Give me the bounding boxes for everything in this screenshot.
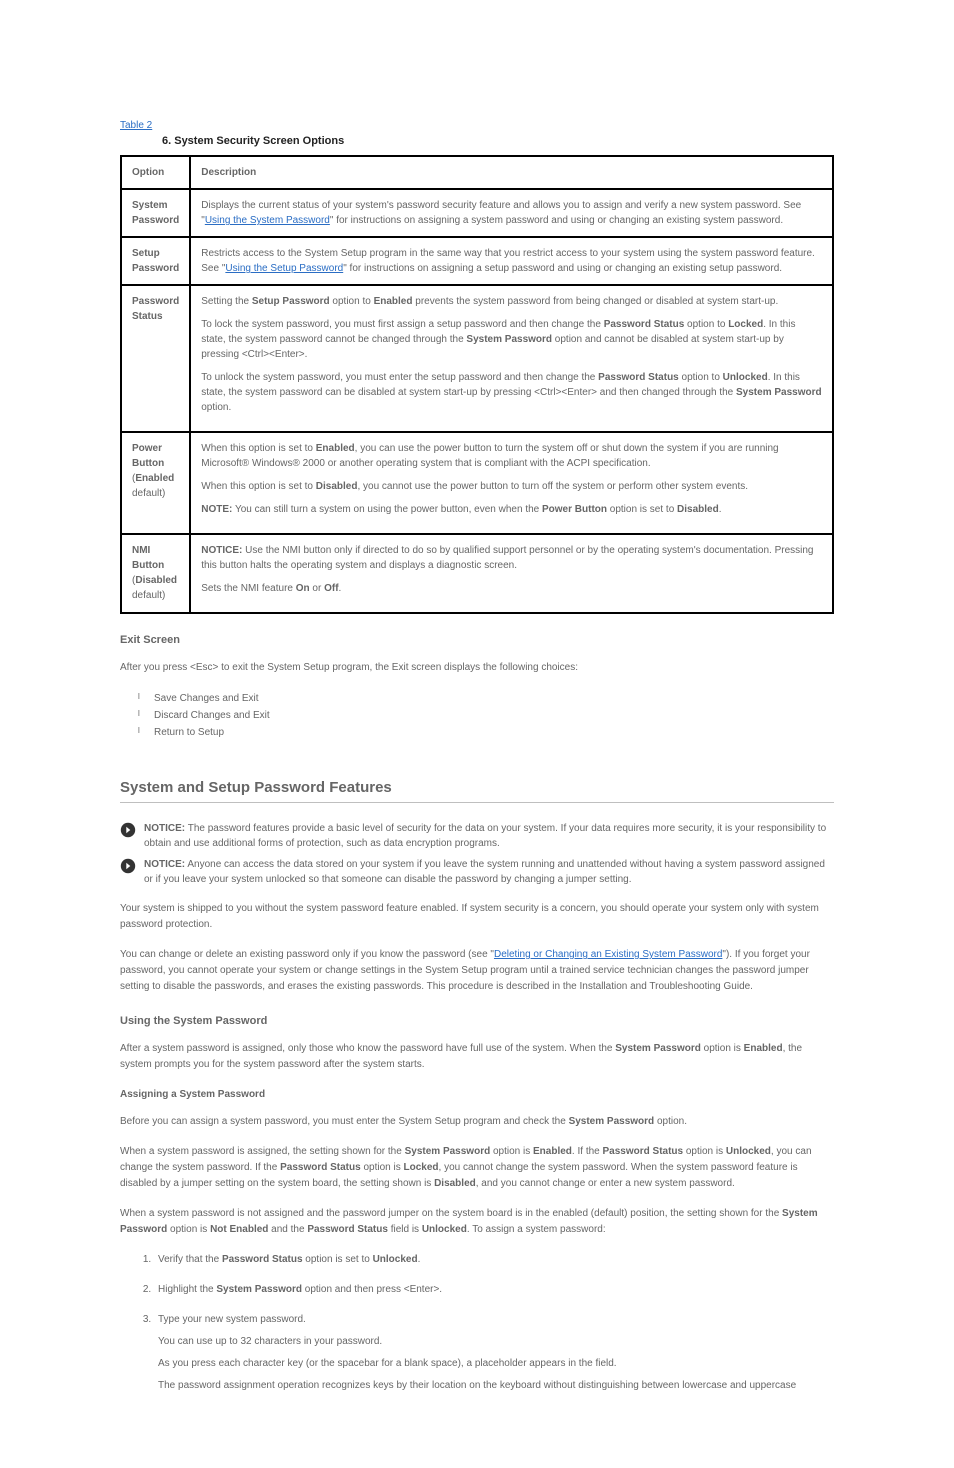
using-system-password-para: After a system password is assigned, onl… — [120, 1041, 834, 1073]
notice-text: NOTICE: Anyone can access the data store… — [144, 857, 834, 887]
assigning-password-para-2: When a system password is assigned, the … — [120, 1144, 834, 1192]
password-intro-para-2: You can change or delete an existing pas… — [120, 947, 834, 995]
notice-icon — [120, 858, 136, 874]
exit-screen-intro: After you press <Esc> to exit the System… — [120, 660, 834, 676]
description-cell: NOTICE: Use the NMI button only if direc… — [190, 534, 833, 613]
password-features-heading: System and Setup Password Features — [120, 779, 834, 796]
table-header-row: Option Description — [121, 156, 833, 189]
description-cell: Setting the Setup Password option to Ena… — [190, 285, 833, 432]
assign-steps-list: Verify that the Password Status option i… — [120, 1252, 834, 1394]
table-caption: 6. System Security Screen Options — [120, 135, 834, 151]
description-link[interactable]: Using the System Password — [205, 215, 330, 226]
deleting-password-link[interactable]: Deleting or Changing an Existing System … — [494, 949, 722, 960]
section-rule — [120, 802, 834, 803]
password-intro-para-1: Your system is shipped to you without th… — [120, 901, 834, 933]
exit-screen-heading: Exit Screen — [120, 634, 834, 646]
table-row: System PasswordDisplays the current stat… — [121, 189, 833, 237]
table-row: Password StatusSetting the Setup Passwor… — [121, 285, 833, 432]
step-item: Type your new system password.You can us… — [154, 1312, 834, 1394]
option-cell: NMI Button(Disabled default) — [121, 534, 190, 613]
column-header-option: Option — [121, 156, 190, 189]
option-cell: Setup Password — [121, 237, 190, 285]
description-cell: When this option is set to Enabled, you … — [190, 432, 833, 534]
step-item: Verify that the Password Status option i… — [154, 1252, 834, 1268]
description-link[interactable]: Using the Setup Password — [225, 263, 343, 274]
exit-choice-item: lReturn to Setup — [154, 724, 834, 741]
options-table: Option Description System PasswordDispla… — [120, 155, 834, 614]
notice-icon — [120, 822, 136, 838]
using-system-password-heading: Using the System Password — [120, 1015, 834, 1027]
notice-text: NOTICE: The password features provide a … — [144, 821, 834, 851]
description-cell: Restricts access to the System Setup pro… — [190, 237, 833, 285]
column-header-description: Description — [190, 156, 833, 189]
table-reference-label: Table 2 — [120, 120, 152, 131]
table-reference-link[interactable]: Table 2 — [120, 120, 152, 131]
exit-choices-list: lSave Changes and ExitlDiscard Changes a… — [120, 690, 834, 741]
notice-block: NOTICE: The password features provide a … — [120, 821, 834, 851]
notice-block: NOTICE: Anyone can access the data store… — [120, 857, 834, 887]
step-item: Highlight the System Password option and… — [154, 1282, 834, 1298]
exit-choice-item: lDiscard Changes and Exit — [154, 707, 834, 724]
exit-choice-item: lSave Changes and Exit — [154, 690, 834, 707]
option-cell: Password Status — [121, 285, 190, 432]
option-cell: Power Button(Enabled default) — [121, 432, 190, 534]
table-row: Power Button(Enabled default)When this o… — [121, 432, 833, 534]
assigning-password-heading: Assigning a System Password — [120, 1089, 834, 1100]
table-row: NMI Button(Disabled default)NOTICE: Use … — [121, 534, 833, 613]
description-cell: Displays the current status of your syst… — [190, 189, 833, 237]
document-page: Table 2 6. System Security Screen Option… — [0, 0, 954, 1468]
assigning-password-para-3: When a system password is not assigned a… — [120, 1206, 834, 1238]
assigning-password-para-1: Before you can assign a system password,… — [120, 1114, 834, 1130]
table-row: Setup PasswordRestricts access to the Sy… — [121, 237, 833, 285]
option-cell: System Password — [121, 189, 190, 237]
